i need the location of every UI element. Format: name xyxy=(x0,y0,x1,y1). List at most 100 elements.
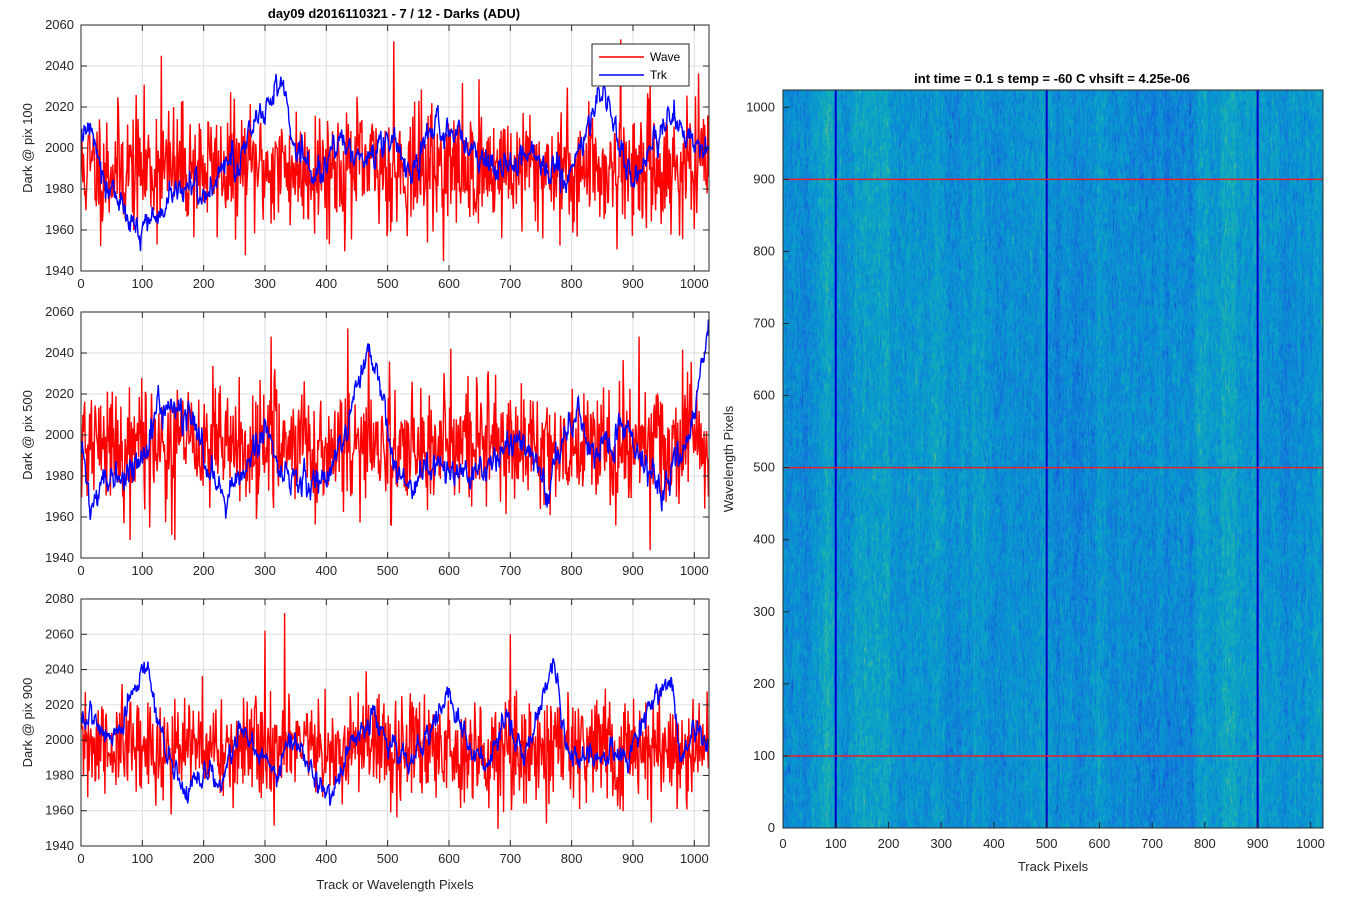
y-tick-label: 700 xyxy=(753,316,775,331)
y-tick-label: 2020 xyxy=(45,697,74,712)
x-tick-label: 1000 xyxy=(1296,836,1325,851)
x-tick-label: 1000 xyxy=(680,851,709,866)
legend-label-trk: Trk xyxy=(650,68,668,82)
y-tick-label: 2040 xyxy=(45,345,74,360)
x-tick-label: 900 xyxy=(622,563,644,578)
y-tick-label: 1980 xyxy=(45,468,74,483)
x-tick-label: 400 xyxy=(315,851,337,866)
x-tick-label: 100 xyxy=(825,836,847,851)
y-tick-label: 2020 xyxy=(45,386,74,401)
x-tick-label: 500 xyxy=(377,563,399,578)
x-tick-label: 900 xyxy=(622,276,644,291)
x-tick-label: 800 xyxy=(1194,836,1216,851)
y-tick-label: 2060 xyxy=(45,626,74,641)
heatmap-image xyxy=(783,90,1323,828)
line-panel-pix-500: 0 100 200 300 400 500 600 700 800 900 1000 1940 1960… xyxy=(20,304,710,578)
y-tick-label: 300 xyxy=(753,604,775,619)
y-tick-label: 2060 xyxy=(45,17,74,32)
series-line-trk xyxy=(81,658,709,806)
y-axis-label: Dark @ pix 900 xyxy=(20,678,35,768)
x-tick-label: 600 xyxy=(438,276,460,291)
series-line-wave xyxy=(81,328,709,551)
y-tick-label: 100 xyxy=(753,748,775,763)
y-tick-label: 1960 xyxy=(45,222,74,237)
x-tick-label: 100 xyxy=(131,276,153,291)
x-tick-label: 700 xyxy=(1141,836,1163,851)
y-tick-label: 1960 xyxy=(45,803,74,818)
heatmap-axes: 0 100 200 300 400 500 600 700 800 900 1000 0 100 200 3… xyxy=(721,89,1325,874)
y-axis-label: Wavelength Pixels xyxy=(721,405,736,512)
x-axis-label: Track Pixels xyxy=(1018,859,1089,874)
x-tick-label: 700 xyxy=(499,563,521,578)
x-tick-label: 100 xyxy=(131,851,153,866)
y-tick-label: 600 xyxy=(753,388,775,403)
line-panel-pix-100: 0 100 200 300 400 500 600 700 800 900 1000 1940 1960… xyxy=(20,17,710,291)
y-tick-label: 1940 xyxy=(45,550,74,565)
y-tick-label: 2040 xyxy=(45,58,74,73)
x-tick-label: 200 xyxy=(878,836,900,851)
y-tick-label: 200 xyxy=(753,676,775,691)
x-tick-label: 600 xyxy=(1089,836,1111,851)
y-tick-label: 0 xyxy=(768,820,775,835)
y-tick-label: 1940 xyxy=(45,838,74,853)
legend-label-wave: Wave xyxy=(650,50,681,64)
y-tick-label: 2020 xyxy=(45,99,74,114)
y-axis-label: Dark @ pix 100 xyxy=(20,103,35,193)
x-tick-label: 300 xyxy=(254,276,276,291)
y-tick-label: 1000 xyxy=(746,99,775,114)
y-axis-label: Dark @ pix 500 xyxy=(20,390,35,480)
legend-box xyxy=(591,43,690,87)
x-tick-label: 800 xyxy=(561,851,583,866)
y-tick-label: 2060 xyxy=(45,304,74,319)
x-tick-label: 900 xyxy=(1247,836,1269,851)
line-panel-pix-900: 0 100 200 300 400 500 600 700 800 900 1000 1940 1960… xyxy=(20,591,710,892)
heatmap-title: int time = 0.1 s temp = -60 C vhsift = 4… xyxy=(914,71,1190,86)
series-line-wave xyxy=(81,613,709,829)
x-tick-label: 600 xyxy=(438,851,460,866)
y-tick-label: 500 xyxy=(753,460,775,475)
x-tick-label: 800 xyxy=(561,563,583,578)
x-tick-label: 1000 xyxy=(680,276,709,291)
x-tick-label: 500 xyxy=(377,851,399,866)
x-tick-label: 800 xyxy=(561,276,583,291)
y-tick-label: 1980 xyxy=(45,767,74,782)
x-tick-label: 300 xyxy=(930,836,952,851)
x-tick-label: 200 xyxy=(193,276,215,291)
x-tick-label: 300 xyxy=(254,851,276,866)
heatmap-frame xyxy=(782,89,1324,829)
x-tick-label: 700 xyxy=(499,851,521,866)
y-tick-label: 800 xyxy=(753,243,775,258)
y-tick-label: 1960 xyxy=(45,509,74,524)
series-line-trk xyxy=(81,319,709,520)
series-line-wave xyxy=(81,39,709,262)
y-tick-label: 2040 xyxy=(45,662,74,677)
x-tick-label: 0 xyxy=(77,276,84,291)
x-tick-label: 600 xyxy=(438,563,460,578)
x-tick-label: 0 xyxy=(779,836,786,851)
x-tick-label: 500 xyxy=(1036,836,1058,851)
y-tick-label: 2080 xyxy=(45,591,74,606)
x-tick-label: 0 xyxy=(77,563,84,578)
x-tick-label: 100 xyxy=(131,563,153,578)
x-tick-label: 200 xyxy=(193,563,215,578)
x-tick-label: 500 xyxy=(377,276,399,291)
heatmap-panel: int time = 0.1 s temp = -60 C vhsift = 4… xyxy=(721,71,1325,874)
y-tick-label: 900 xyxy=(753,171,775,186)
y-tick-label: 2000 xyxy=(45,732,74,747)
x-axis-label: Track or Wavelength Pixels xyxy=(316,877,474,892)
heatmap-overlay xyxy=(783,90,1323,828)
figure-title: day09 d2016110321 - 7 / 12 - Darks (ADU) xyxy=(268,6,520,21)
legend: Wave Trk xyxy=(591,43,690,87)
y-tick-label: 400 xyxy=(753,532,775,547)
x-tick-label: 1000 xyxy=(680,563,709,578)
x-tick-label: 400 xyxy=(315,276,337,291)
x-tick-label: 900 xyxy=(622,851,644,866)
x-tick-label: 200 xyxy=(193,851,215,866)
y-tick-label: 2000 xyxy=(45,427,74,442)
x-tick-label: 0 xyxy=(77,851,84,866)
y-tick-label: 1980 xyxy=(45,181,74,196)
x-tick-label: 400 xyxy=(315,563,337,578)
x-tick-label: 700 xyxy=(499,276,521,291)
y-tick-label: 2000 xyxy=(45,140,74,155)
